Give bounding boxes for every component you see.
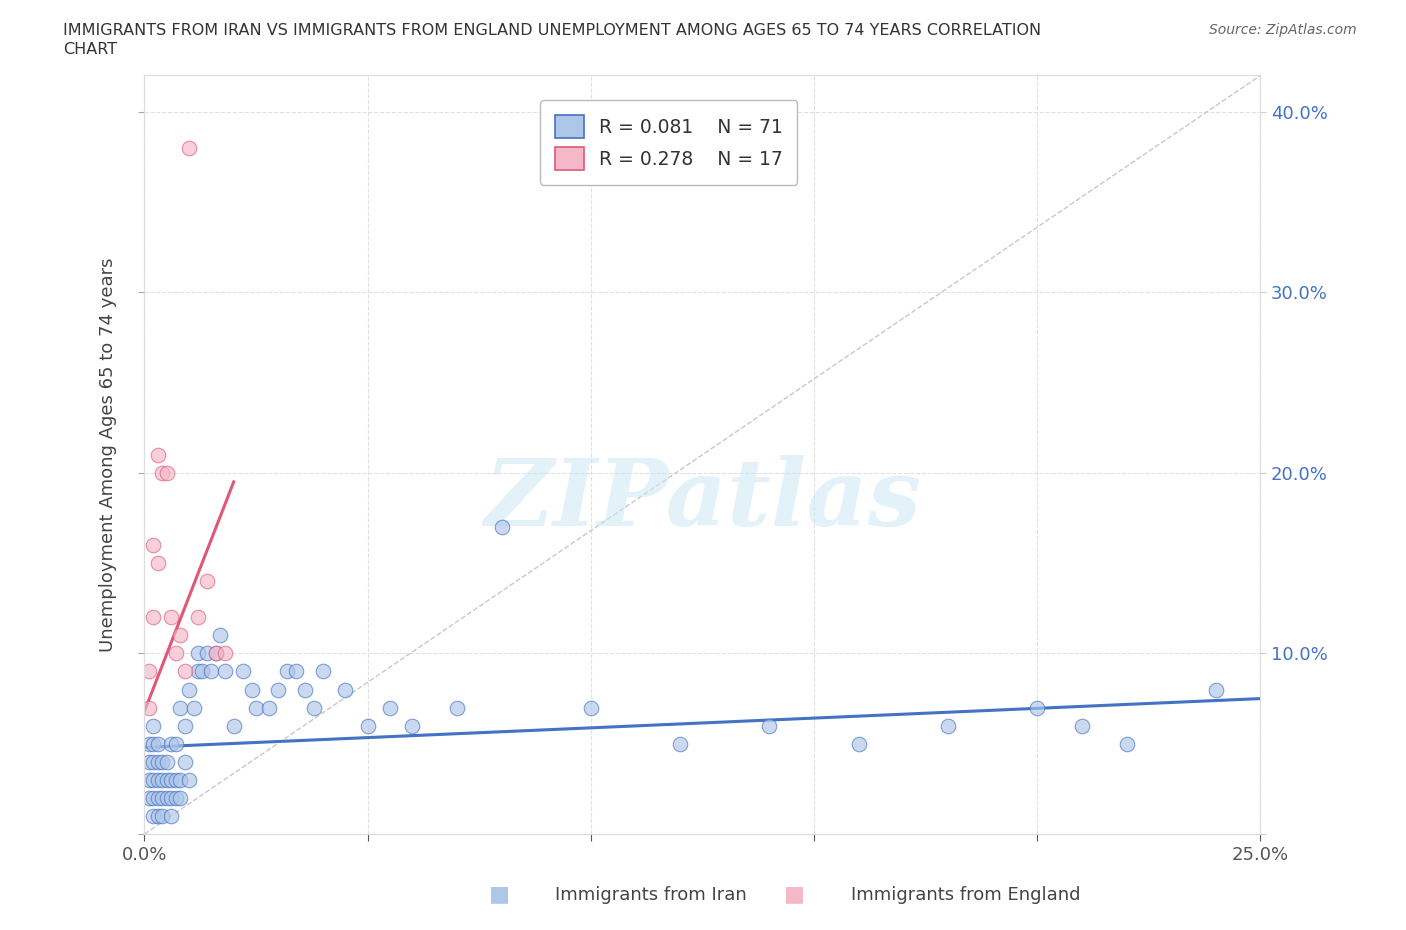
Text: Immigrants from Iran: Immigrants from Iran (555, 886, 747, 904)
Point (150, 790, 173, 805)
Point (150, 773, 173, 788)
Point (142, 773, 165, 788)
Point (294, 682, 316, 697)
Point (446, 700, 468, 715)
Point (183, 700, 205, 715)
Point (146, 737, 169, 751)
Point (177, 682, 200, 697)
Legend: R = 0.081    N = 71, R = 0.278    N = 17: R = 0.081 N = 71, R = 0.278 N = 17 (540, 100, 797, 185)
Point (142, 718, 165, 733)
Point (312, 664, 335, 679)
Point (177, 140, 200, 155)
Point (165, 790, 187, 805)
Y-axis label: Unemployment Among Ages 65 to 74 years: Unemployment Among Ages 65 to 74 years (100, 258, 117, 652)
Point (187, 664, 209, 679)
Text: ZIPatlas: ZIPatlas (484, 456, 921, 545)
Point (195, 646, 218, 661)
Point (146, 773, 169, 788)
Point (169, 790, 191, 805)
Point (245, 700, 267, 715)
Point (209, 628, 232, 643)
Point (491, 520, 513, 535)
Point (1205, 682, 1227, 697)
Point (195, 574, 218, 589)
Point (160, 610, 183, 625)
Point (146, 556, 169, 571)
Point (267, 682, 290, 697)
Point (156, 754, 179, 769)
Point (378, 700, 401, 715)
Point (222, 718, 245, 733)
Point (579, 700, 602, 715)
Text: Immigrants from England: Immigrants from England (851, 886, 1080, 904)
Point (214, 646, 236, 661)
Point (173, 754, 195, 769)
Point (138, 737, 160, 751)
Point (138, 790, 160, 805)
Point (146, 808, 169, 823)
Point (165, 737, 187, 751)
Point (191, 664, 214, 679)
Point (138, 754, 160, 769)
Point (142, 754, 165, 769)
Point (169, 700, 191, 715)
Point (240, 682, 263, 697)
Point (936, 718, 959, 733)
Point (160, 790, 183, 805)
Point (142, 737, 165, 751)
Point (165, 773, 187, 788)
Point (232, 664, 254, 679)
Point (165, 646, 187, 661)
Point (138, 664, 160, 679)
Point (302, 700, 325, 715)
Point (285, 664, 308, 679)
Point (758, 718, 780, 733)
Point (187, 646, 209, 661)
Point (138, 773, 160, 788)
Text: CHART: CHART (63, 42, 117, 57)
Point (356, 718, 378, 733)
Point (156, 790, 179, 805)
Point (142, 808, 165, 823)
Point (146, 447, 169, 462)
Point (1070, 718, 1092, 733)
Point (1115, 737, 1137, 751)
Point (259, 700, 281, 715)
Point (335, 682, 357, 697)
Point (138, 700, 160, 715)
Text: ■: ■ (785, 884, 804, 904)
Point (160, 737, 183, 751)
Point (150, 754, 173, 769)
Point (169, 773, 191, 788)
Text: IMMIGRANTS FROM IRAN VS IMMIGRANTS FROM ENGLAND UNEMPLOYMENT AMONG AGES 65 TO 74: IMMIGRANTS FROM IRAN VS IMMIGRANTS FROM … (63, 23, 1042, 38)
Point (156, 773, 179, 788)
Text: Source: ZipAtlas.com: Source: ZipAtlas.com (1209, 23, 1357, 37)
Point (146, 790, 169, 805)
Point (187, 610, 209, 625)
Point (200, 664, 222, 679)
Point (142, 790, 165, 805)
Point (1026, 700, 1049, 715)
Point (276, 664, 298, 679)
Point (401, 718, 423, 733)
Point (146, 754, 169, 769)
Point (150, 808, 173, 823)
Point (205, 646, 228, 661)
Point (142, 538, 165, 552)
Point (150, 465, 173, 480)
Point (160, 808, 183, 823)
Point (156, 465, 179, 480)
Point (205, 646, 228, 661)
Point (169, 628, 191, 643)
Point (214, 664, 236, 679)
Point (173, 664, 195, 679)
Point (142, 610, 165, 625)
Point (177, 773, 200, 788)
Point (173, 718, 195, 733)
Point (160, 773, 183, 788)
Text: ■: ■ (489, 884, 509, 904)
Point (669, 737, 692, 751)
Point (848, 737, 870, 751)
